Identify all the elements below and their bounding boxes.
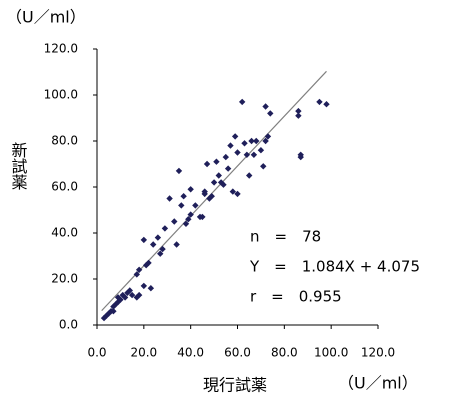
annotation: n = 78 bbox=[250, 228, 321, 246]
point bbox=[206, 195, 213, 202]
point bbox=[161, 225, 169, 232]
point bbox=[234, 190, 241, 198]
point bbox=[234, 149, 241, 156]
y-tick-label: 100.0 bbox=[44, 88, 78, 102]
point bbox=[227, 142, 234, 149]
annotation: Y = 1.084X + 4.075 bbox=[249, 258, 420, 276]
point bbox=[192, 202, 199, 209]
point bbox=[159, 245, 166, 253]
point bbox=[154, 234, 162, 241]
point bbox=[213, 158, 220, 165]
point bbox=[135, 266, 143, 273]
y-unit: （U／ml） bbox=[6, 8, 86, 27]
x-tick-label: 120.0 bbox=[361, 346, 395, 360]
point bbox=[126, 287, 133, 294]
point bbox=[140, 236, 148, 244]
x-tick-label: 20.0 bbox=[130, 346, 157, 360]
point bbox=[257, 147, 265, 154]
point bbox=[121, 294, 129, 301]
x-tick-label: 40.0 bbox=[177, 346, 204, 360]
point bbox=[140, 282, 148, 290]
point bbox=[222, 153, 229, 161]
point bbox=[133, 271, 141, 278]
point bbox=[203, 160, 211, 168]
point bbox=[267, 110, 274, 117]
point bbox=[220, 181, 227, 188]
point bbox=[173, 241, 180, 248]
point bbox=[114, 298, 122, 306]
point bbox=[208, 193, 215, 200]
point bbox=[150, 241, 157, 248]
point bbox=[231, 133, 239, 140]
point bbox=[147, 285, 155, 292]
point bbox=[180, 193, 187, 200]
point bbox=[171, 218, 178, 225]
point bbox=[110, 308, 117, 315]
x-tick-label: 100.0 bbox=[314, 346, 348, 360]
point bbox=[264, 133, 272, 140]
point bbox=[253, 137, 260, 145]
point bbox=[224, 165, 232, 172]
point bbox=[187, 211, 194, 218]
point bbox=[262, 137, 269, 145]
y-tick-label: 60.0 bbox=[51, 180, 78, 194]
point bbox=[182, 220, 190, 227]
point bbox=[201, 190, 208, 198]
y-tick-label: 80.0 bbox=[51, 134, 78, 148]
point bbox=[295, 112, 302, 119]
point bbox=[175, 167, 183, 175]
point bbox=[297, 153, 304, 161]
x-axis-label: 現行試薬 bbox=[203, 376, 267, 395]
point bbox=[135, 291, 143, 299]
point bbox=[178, 202, 185, 209]
point bbox=[316, 98, 323, 106]
point bbox=[323, 101, 330, 108]
x-tick-label: 60.0 bbox=[224, 346, 251, 360]
point bbox=[128, 291, 136, 299]
point bbox=[295, 107, 302, 115]
point bbox=[157, 250, 164, 257]
point bbox=[229, 188, 237, 195]
point bbox=[199, 213, 206, 221]
y-tick-label: 0.0 bbox=[59, 318, 78, 332]
y-axis-label: 新試薬 bbox=[9, 142, 28, 190]
x-tick-label: 80.0 bbox=[271, 346, 298, 360]
point bbox=[117, 296, 124, 303]
point bbox=[238, 98, 246, 106]
point bbox=[187, 186, 194, 193]
point bbox=[217, 179, 225, 186]
point bbox=[215, 172, 222, 179]
point bbox=[145, 259, 152, 267]
point bbox=[260, 163, 267, 170]
point bbox=[185, 216, 192, 223]
point bbox=[262, 103, 269, 110]
point bbox=[114, 294, 122, 301]
point bbox=[210, 179, 218, 186]
point bbox=[248, 137, 255, 145]
x-tick-label: 0.0 bbox=[87, 346, 106, 360]
point bbox=[250, 151, 258, 158]
point bbox=[243, 151, 251, 158]
y-tick-label: 40.0 bbox=[51, 226, 78, 240]
point bbox=[246, 172, 253, 179]
y-tick-label: 120.0 bbox=[44, 42, 78, 56]
point bbox=[166, 195, 173, 202]
annotation: r = 0.955 bbox=[250, 288, 342, 306]
y-tick-label: 20.0 bbox=[51, 272, 78, 286]
point bbox=[241, 140, 248, 147]
x-unit: （U／ml） bbox=[338, 374, 418, 393]
